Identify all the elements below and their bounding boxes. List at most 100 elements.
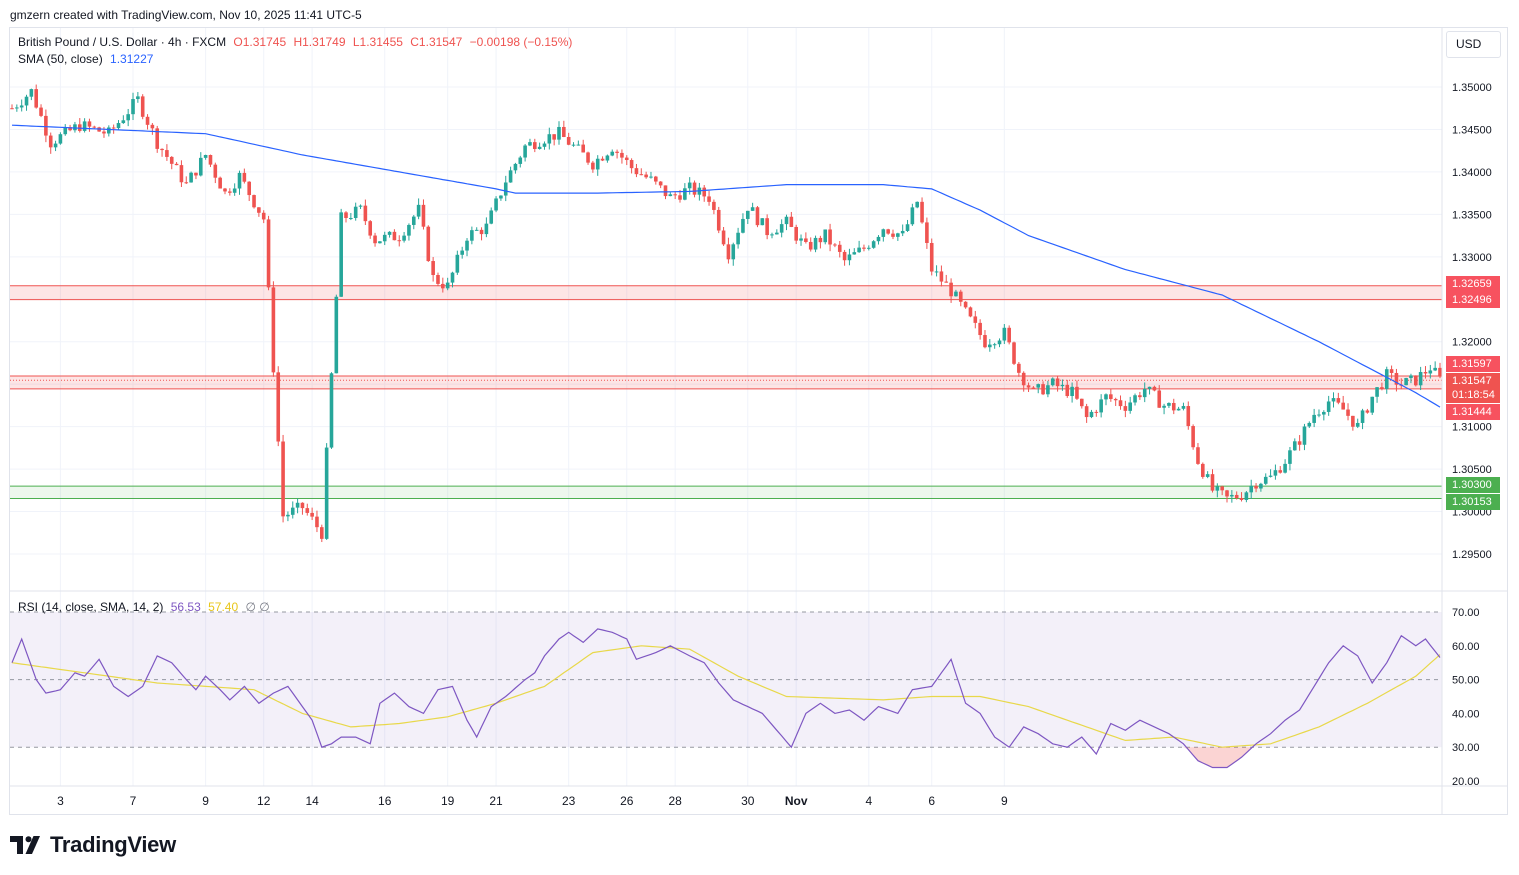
candle-body — [397, 240, 402, 242]
candle-body — [881, 229, 886, 237]
candle-body — [833, 244, 837, 246]
candle-body — [789, 216, 794, 227]
candle-body — [58, 134, 63, 144]
candle-body — [271, 287, 276, 373]
candle-body — [247, 181, 251, 196]
candle-body — [508, 170, 513, 183]
candle-body — [1167, 402, 1171, 406]
y-tick-label: 1.32000 — [1452, 337, 1492, 349]
candle-body — [300, 502, 305, 509]
candle-body — [528, 142, 532, 146]
candle-body — [334, 296, 339, 374]
candle-body — [131, 99, 135, 115]
candle-body — [116, 123, 121, 129]
candle-body — [745, 210, 750, 219]
candle-body — [615, 151, 619, 153]
x-tick-label: Nov — [785, 794, 808, 808]
candle-body — [223, 188, 227, 192]
candle-body — [179, 165, 184, 183]
candle-body — [1070, 386, 1074, 397]
bar-countdown: 01:18:54 — [1452, 389, 1495, 401]
currency-selector[interactable]: USD — [1446, 31, 1501, 58]
candle-body — [1201, 463, 1205, 477]
x-tick-label: 28 — [668, 794, 682, 808]
candle-body — [1244, 492, 1249, 500]
candle-body — [1307, 422, 1312, 427]
candle-body — [644, 174, 648, 178]
candle-body — [988, 344, 992, 348]
candle-body — [944, 281, 949, 283]
candle-body — [1312, 414, 1316, 423]
y-tick-label: 1.34500 — [1452, 124, 1492, 136]
candle-body — [24, 96, 29, 106]
candle-body — [203, 155, 208, 158]
candle-body — [1288, 450, 1292, 464]
x-tick-label: 4 — [865, 794, 872, 808]
candle-body — [368, 221, 373, 236]
rsi-y-tick-label: 70.00 — [1452, 607, 1480, 619]
candle-body — [1220, 486, 1224, 491]
candle-body — [431, 261, 435, 276]
candle-body — [1273, 470, 1278, 476]
candle-body — [1171, 402, 1176, 411]
candle-body — [532, 142, 537, 149]
x-tick-label: 7 — [130, 794, 137, 808]
candle-body — [1065, 384, 1070, 397]
candle-body — [150, 124, 155, 129]
candle-body — [576, 144, 581, 146]
grid — [10, 28, 1442, 786]
candle-body — [823, 229, 828, 243]
candle-body — [562, 126, 566, 137]
candle-body — [624, 157, 629, 161]
candle-body — [799, 238, 803, 241]
candle-body — [784, 216, 789, 225]
candle-body — [1355, 422, 1360, 427]
candle-body — [1215, 486, 1220, 491]
candle-body — [707, 196, 711, 202]
candle-body — [363, 205, 368, 222]
candle-body — [1128, 402, 1132, 411]
zone3-top-label: 1.30300 — [1446, 477, 1500, 493]
candle-body — [474, 229, 479, 231]
zone3-bottom-label: 1.30153 — [1446, 494, 1500, 510]
candle-body — [915, 201, 920, 208]
candle-body — [1278, 470, 1283, 473]
candle-body — [1365, 410, 1370, 413]
candle-body — [445, 282, 450, 289]
candle-body — [44, 115, 48, 136]
candle-body — [73, 124, 77, 131]
candle-body — [586, 152, 590, 163]
candle-body — [1205, 474, 1210, 477]
candle-body — [494, 198, 498, 211]
candle-body — [523, 145, 527, 158]
candle-body — [828, 229, 832, 245]
candle-body — [954, 291, 958, 297]
candle-body — [1007, 327, 1011, 343]
candle-body — [387, 231, 392, 235]
candle-body — [1418, 372, 1423, 386]
candle-body — [571, 144, 576, 146]
y-tick-label: 1.29500 — [1452, 549, 1492, 561]
candle-body — [1326, 401, 1331, 412]
candle-body — [1186, 406, 1191, 427]
candle-body — [605, 155, 610, 161]
candle-body — [1152, 386, 1157, 391]
candle-body — [426, 226, 431, 262]
rsi-label: RSI (14, close, SMA, 14, 2) — [18, 600, 164, 614]
candle-body — [649, 176, 653, 178]
candle-body — [973, 316, 978, 323]
candle-body — [455, 254, 460, 273]
candle-body — [1389, 369, 1394, 373]
candle-body — [320, 527, 324, 539]
candle-body — [392, 231, 397, 241]
candle-body — [1021, 372, 1026, 386]
candle-body — [760, 218, 765, 226]
candle-body — [673, 194, 677, 196]
candle-body — [136, 96, 140, 100]
tradingview-logo[interactable]: TradingView — [10, 832, 176, 858]
candle-body — [1370, 396, 1375, 413]
candle-body — [145, 116, 150, 125]
candle-body — [465, 240, 469, 251]
rsi-sma-value: 57.40 — [208, 600, 239, 614]
